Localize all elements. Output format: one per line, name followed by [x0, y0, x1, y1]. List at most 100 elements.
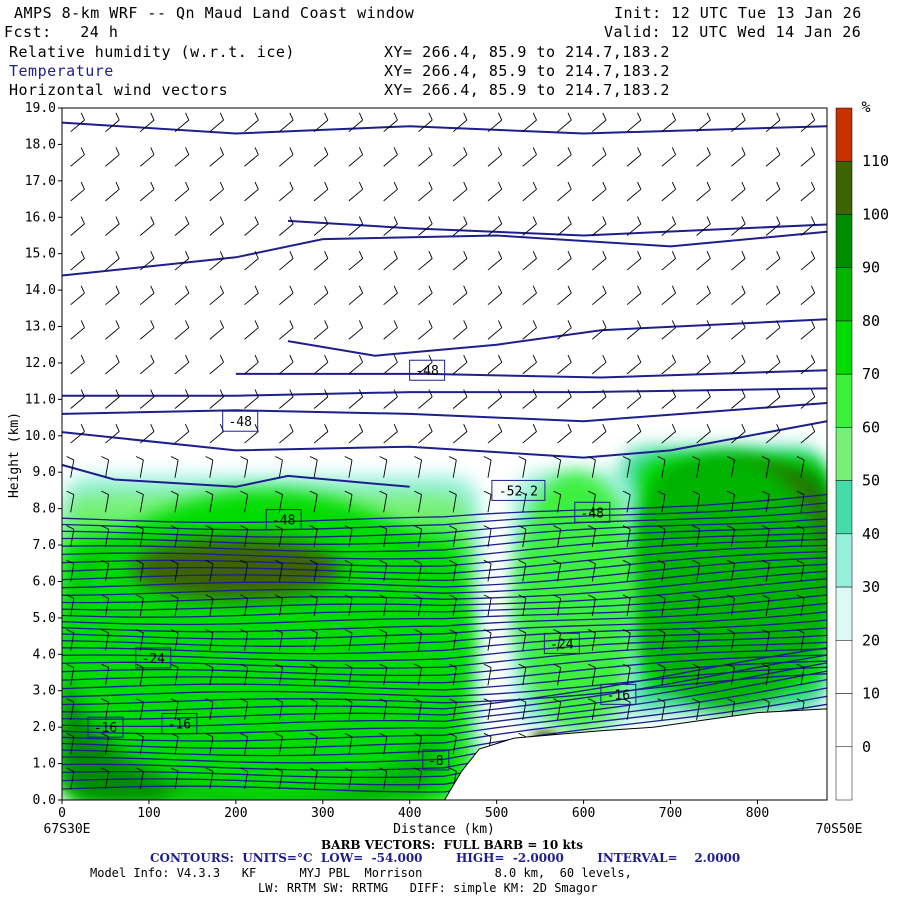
wind-barb-feather	[567, 216, 572, 225]
wind-barb-feather	[170, 767, 179, 772]
temp-contour-35	[62, 510, 827, 538]
wind-barb	[731, 396, 746, 409]
wind-barb	[696, 258, 711, 271]
wind-barb-feather	[240, 559, 248, 565]
wind-barb	[626, 154, 642, 167]
wind-barb-feather	[150, 320, 155, 328]
wind-barb	[209, 431, 224, 444]
wind-barb-feather	[219, 251, 224, 259]
wind-barb-feather	[483, 559, 492, 565]
wind-barb-feather	[553, 559, 561, 565]
wind-barb	[591, 119, 607, 133]
wind-barb-feather	[80, 251, 85, 259]
wind-barb-feather	[185, 181, 190, 190]
contour-label-box-10	[422, 749, 450, 771]
wind-barb-feather	[135, 456, 144, 461]
wind-barb-feather	[532, 251, 537, 259]
wind-barb-feather	[428, 320, 433, 328]
wind-barb-feather	[706, 251, 711, 259]
wind-barb-feather	[185, 147, 190, 155]
wind-barb	[800, 361, 815, 375]
wind-barb	[279, 292, 294, 306]
wind-barb-feather	[727, 559, 735, 565]
wind-barb-feather	[393, 285, 398, 294]
wind-barb-feather	[741, 424, 746, 432]
wind-barb	[626, 292, 642, 306]
y-tick-label-7: 7.0	[33, 538, 56, 553]
wind-barb	[139, 361, 155, 375]
temp-contour-37	[62, 493, 827, 524]
wind-barb-feather	[776, 216, 781, 225]
wind-barb	[557, 667, 562, 686]
wind-barb-feather	[810, 320, 816, 328]
wind-barb	[279, 119, 294, 133]
wind-barb-feather	[796, 629, 805, 634]
wind-barb	[487, 563, 492, 582]
wind-barb-feather	[810, 354, 816, 363]
wind-barb	[209, 361, 224, 375]
wind-barb	[105, 563, 110, 582]
wind-barb-feather	[170, 525, 179, 530]
wind-barb	[557, 154, 572, 167]
contour-label-box-4	[574, 501, 611, 523]
wind-barb-feather	[205, 767, 214, 772]
y-tick-label-9: 9.0	[33, 465, 56, 480]
wind-barb	[383, 119, 398, 133]
wind-barb-feather	[796, 490, 805, 495]
wind-barb-feather	[776, 285, 781, 294]
wind-barb	[278, 771, 283, 790]
wind-barb	[487, 188, 503, 202]
wind-barb-feather	[101, 732, 109, 738]
wind-barb	[209, 598, 214, 617]
wind-barb-feather	[219, 216, 224, 225]
wind-barb-feather	[150, 181, 155, 190]
wind-barb	[626, 563, 631, 582]
wind-barb	[174, 667, 179, 686]
wind-barb	[105, 292, 120, 306]
wind-barb-feather	[135, 490, 144, 495]
wind-barb	[209, 667, 214, 686]
axes: 0.0 1.0 2.0 3.0 4.0 5.0 6.0 7.0 8.0 9.0 10.0 11.0 12…	[7, 101, 862, 837]
wind-barb	[348, 258, 363, 271]
wind-barb	[278, 529, 283, 547]
wind-barb	[244, 667, 249, 686]
wind-barb-feather	[289, 424, 294, 432]
wind-barb-feather	[66, 594, 75, 599]
wind-barb-feather	[553, 525, 561, 530]
wind-barb-feather	[463, 424, 468, 432]
wind-barb-feather	[428, 216, 433, 225]
wind-barb-feather	[185, 285, 190, 294]
colorbar-swatch-0	[835, 107, 853, 162]
wind-barb-feather	[448, 767, 457, 772]
wind-barb-feather	[358, 181, 364, 190]
wind-barb-feather	[796, 559, 805, 565]
wind-barb	[209, 292, 224, 306]
wind-barb	[765, 431, 781, 444]
y-tick-label-5: 5.0	[33, 611, 56, 626]
wind-barb	[105, 667, 110, 686]
wind-barb	[313, 667, 318, 686]
x-tick-label-7: 700	[659, 806, 682, 821]
wind-barb-feather	[393, 320, 398, 328]
wind-barb-feather	[428, 424, 433, 432]
wind-barb-feather	[532, 354, 537, 363]
y-axis-label: Height (km)	[7, 412, 22, 498]
wind-barb-feather	[518, 559, 527, 565]
colorbar-swatch-5	[835, 373, 853, 428]
wind-barb	[244, 396, 259, 409]
wind-barb	[70, 598, 75, 617]
wind-barb	[765, 223, 781, 236]
wind-barb-feather	[185, 112, 190, 121]
wind-barb-feather	[637, 251, 642, 259]
wind-barb-feather	[219, 354, 224, 363]
wind-barb	[278, 598, 283, 617]
wind-barb	[591, 361, 607, 375]
wind-barb	[626, 119, 642, 133]
wind-barb-feather	[170, 663, 179, 668]
wind-barb-feather	[185, 216, 190, 225]
wind-barb	[209, 223, 224, 236]
wind-barb-feather	[393, 389, 398, 398]
wind-barb	[626, 431, 642, 444]
wind-barb	[383, 632, 388, 651]
colorbar-label-2: 90	[862, 259, 880, 277]
